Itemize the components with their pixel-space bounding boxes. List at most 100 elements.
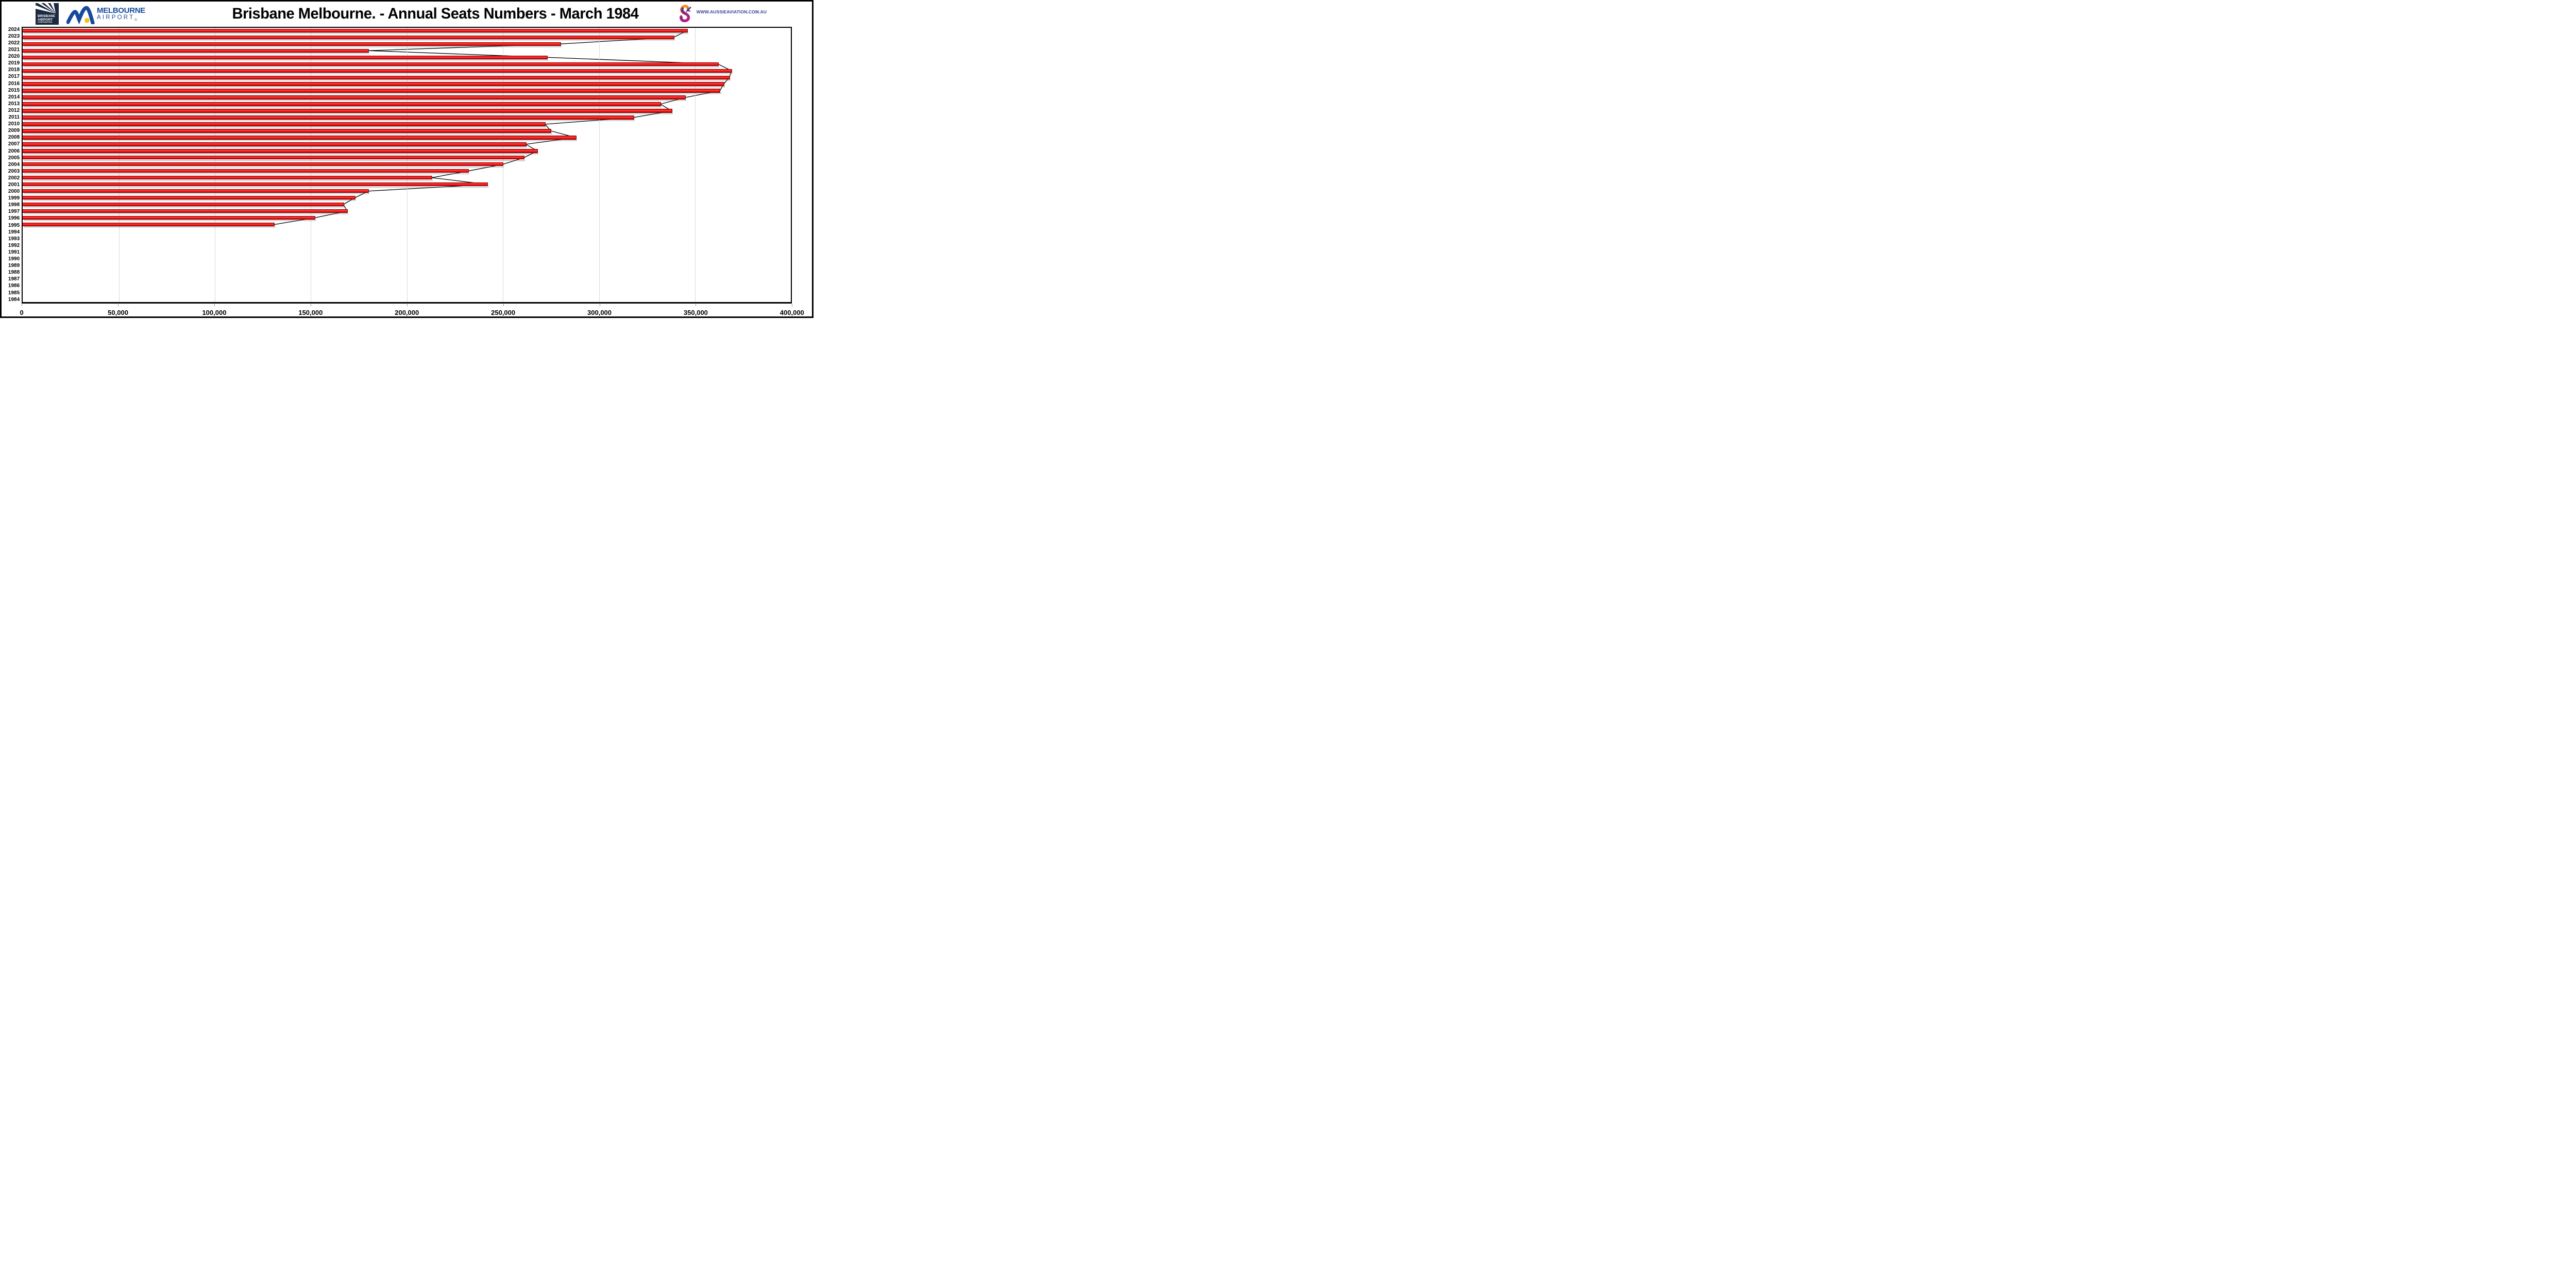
bar-1995: [23, 222, 275, 227]
bar-shadow-2024: [24, 32, 689, 35]
melbourne-logo-line1: MELBOURNE: [97, 6, 145, 15]
y-axis-label-2013: 2013: [8, 101, 20, 107]
y-axis-label-2005: 2005: [8, 155, 20, 161]
bar-shadow-2005: [24, 159, 526, 162]
bar-2011: [23, 115, 634, 120]
aussieaviation-logo: WWW.AUSSIEAVIATION.COM.AU: [679, 5, 767, 22]
bar-2004: [23, 162, 504, 166]
melbourne-logo-line2: AIRPORT®: [97, 14, 137, 22]
bar-2008: [23, 136, 577, 140]
bar-shadow-2011: [24, 119, 635, 122]
bar-shadow-2017: [24, 79, 731, 81]
bar-shadow-1996: [24, 220, 316, 222]
y-axis-label-2019: 2019: [8, 60, 20, 66]
y-axis-label-2015: 2015: [8, 87, 20, 93]
registered-mark: ®: [134, 19, 137, 22]
y-axis-label-2010: 2010: [8, 121, 20, 127]
x-axis-label-350000: 350,000: [683, 309, 708, 316]
bar-shadow-2004: [24, 166, 504, 169]
y-axis-label-2012: 2012: [8, 107, 20, 113]
y-axis-label-1993: 1993: [8, 236, 20, 242]
swirl-plane-icon: [679, 5, 691, 22]
bar-2007: [23, 142, 527, 146]
bar-2013: [23, 102, 661, 106]
bar-shadow-2008: [24, 139, 577, 142]
y-axis-label-2023: 2023: [8, 33, 20, 39]
bar-2000: [23, 189, 369, 193]
y-axis-label-1995: 1995: [8, 222, 20, 228]
header: BRISBANE AIRPORT CORPORATION MELBOURNE A…: [2, 2, 812, 26]
bar-2001: [23, 182, 488, 187]
bar-2021: [23, 48, 369, 53]
x-axis-label-0: 0: [20, 309, 24, 316]
bar-shadow-2023: [24, 39, 675, 41]
y-axis-label-1985: 1985: [8, 290, 20, 296]
brisbane-logo-line2: AIRPORT: [38, 18, 53, 22]
y-axis-label-2021: 2021: [8, 47, 20, 53]
bar-2014: [23, 95, 686, 99]
bar-shadow-1998: [24, 206, 345, 209]
y-axis-label-2003: 2003: [8, 168, 20, 174]
chart-plot-area: [22, 27, 792, 304]
y-axis-label-1999: 1999: [8, 195, 20, 202]
y-axis-label-1991: 1991: [8, 249, 20, 255]
aussieaviation-url-text: WWW.AUSSIEAVIATION.COM.AU: [696, 9, 767, 14]
y-axis-label-2002: 2002: [8, 175, 20, 181]
bar-2023: [23, 35, 674, 39]
bar-shadow-2006: [24, 153, 539, 155]
bar-shadow-2012: [24, 112, 673, 115]
bar-2009: [23, 129, 552, 133]
bar-2015: [23, 89, 721, 93]
bar-2005: [23, 156, 525, 160]
bar-2006: [23, 149, 538, 153]
y-axis-label-1998: 1998: [8, 202, 20, 208]
bar-shadow-2013: [24, 106, 662, 108]
x-axis-tick-200000: [406, 304, 408, 306]
mountain-m-icon: [66, 6, 95, 24]
y-axis-label-2024: 2024: [8, 26, 20, 32]
bar-shadow-2016: [24, 86, 725, 88]
bar-shadow-1997: [24, 213, 349, 215]
bar-shadow-2014: [24, 99, 687, 102]
bar-2003: [23, 169, 469, 173]
y-axis-label-1984: 1984: [8, 296, 20, 303]
y-axis-label-1989: 1989: [8, 263, 20, 269]
x-axis-label-50000: 50,000: [108, 309, 128, 316]
brisbane-airport-rays-icon: [36, 3, 56, 13]
y-axis-label-1994: 1994: [8, 229, 20, 235]
bar-2017: [23, 75, 730, 79]
gridline-300000: [599, 28, 600, 302]
bar-shadow-2019: [24, 65, 719, 68]
y-axis-label-1986: 1986: [8, 283, 20, 289]
bar-shadow-2010: [24, 126, 547, 128]
screenshot-root: BRISBANE AIRPORT CORPORATION MELBOURNE A…: [0, 0, 814, 318]
bar-2010: [23, 122, 546, 126]
plot-inner: [23, 28, 791, 302]
y-axis-label-2011: 2011: [8, 114, 20, 121]
y-axis-label-2006: 2006: [8, 148, 20, 154]
x-axis-tick-250000: [503, 304, 504, 306]
brisbane-logo-line3: CORPORATION: [38, 21, 53, 24]
bar-1998: [23, 203, 344, 207]
x-axis-label-400000: 400,000: [779, 309, 804, 316]
bar-shadow-2021: [24, 53, 370, 55]
melbourne-airport-logo-text: MELBOURNE AIRPORT®: [97, 7, 145, 22]
x-axis-label-100000: 100,000: [202, 309, 227, 316]
page-title: Brisbane Melbourne. - Annual Seats Numbe…: [232, 5, 638, 22]
bar-shadow-2015: [24, 92, 721, 95]
y-axis-label-1997: 1997: [8, 209, 20, 215]
brisbane-airport-logo: BRISBANE AIRPORT CORPORATION: [36, 3, 59, 25]
y-axis-label-2007: 2007: [8, 141, 20, 147]
y-axis-label-2017: 2017: [8, 74, 20, 80]
bar-2016: [23, 82, 724, 86]
bar-shadow-2009: [24, 132, 552, 135]
x-axis-tick-100000: [214, 304, 215, 306]
bar-2022: [23, 42, 561, 46]
y-axis-label-1987: 1987: [8, 276, 20, 282]
bar-shadow-2022: [24, 46, 562, 48]
y-axis-label-1988: 1988: [8, 270, 20, 276]
bar-2002: [23, 176, 433, 180]
bar-2019: [23, 62, 719, 66]
bar-shadow-1995: [24, 226, 276, 229]
chart-area: 2024 2023 2022 2021 2020 2019 2018 2017 2016 2015…: [2, 26, 812, 316]
